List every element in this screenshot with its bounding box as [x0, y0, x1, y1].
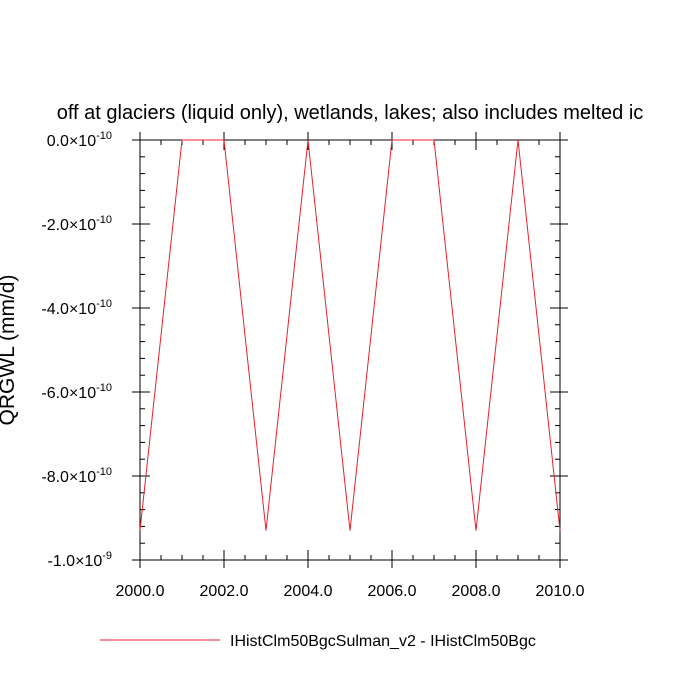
- x-tick-label: 2000.0: [116, 583, 165, 600]
- series-line: [139, 139, 561, 531]
- y-axis-label: QRGWL (mm/d): [0, 275, 19, 426]
- y-tick-label: -6.0×10-10: [41, 382, 112, 402]
- x-tick-label: 2004.0: [284, 583, 333, 600]
- y-tick-label: 0.0×10-10: [47, 130, 112, 150]
- y-tick-label: -1.0×10-9: [48, 550, 113, 570]
- legend: IHistClm50BgcSulman_v2 - IHistClm50Bgc: [100, 633, 536, 650]
- y-tick-label: -4.0×10-10: [41, 298, 112, 318]
- x-tick-label: 2010.0: [536, 583, 585, 600]
- x-tick-label: 2006.0: [368, 583, 417, 600]
- x-tick-label: 2002.0: [200, 583, 249, 600]
- y-tick-label: -2.0×10-10: [41, 214, 112, 234]
- chart-title: off at glaciers (liquid only), wetlands,…: [57, 102, 644, 124]
- legend-label: IHistClm50BgcSulman_v2 - IHistClm50Bgc: [230, 633, 536, 650]
- y-tick-label: -8.0×10-10: [41, 466, 112, 486]
- plot-frame: [139, 139, 561, 561]
- x-tick-label: 2008.0: [452, 583, 501, 600]
